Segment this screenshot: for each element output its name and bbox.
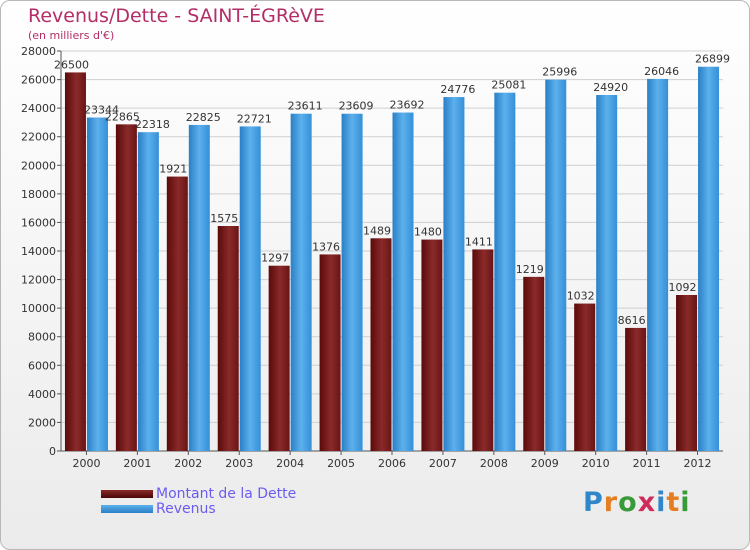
data-label-revenus: 24920: [593, 81, 628, 94]
legend-swatch-debt: [101, 490, 153, 498]
bar-revenus: [137, 132, 159, 451]
x-tick-label: 2004: [276, 457, 304, 470]
data-label-debt: 1032: [567, 290, 595, 303]
data-label-debt: 1092: [669, 281, 697, 294]
x-tick-label: 2003: [225, 457, 253, 470]
logo-letter: r: [603, 487, 619, 518]
legend-item-debt: Montant de la Dette: [101, 487, 361, 502]
data-label-debt: 1480: [414, 226, 442, 239]
data-label-debt: 1575: [210, 212, 238, 225]
data-label-debt: 1921: [159, 163, 187, 176]
y-tick-label: 16000: [21, 216, 56, 229]
bar-revenus: [443, 97, 465, 452]
x-tick-label: 2000: [72, 457, 100, 470]
x-tick-label: 2005: [327, 457, 355, 470]
chart-title: Revenus/Dette - SAINT-ÉGRèVE: [28, 5, 325, 27]
data-label-revenus: 22825: [186, 111, 221, 124]
y-tick-label: 22000: [21, 131, 56, 144]
data-label-debt: 1489: [363, 224, 391, 237]
data-label-debt: 1411: [465, 235, 493, 248]
bar-revenus: [188, 124, 210, 451]
data-label-revenus: 26046: [644, 65, 679, 78]
bar-revenus: [341, 113, 363, 451]
proxiti-logo: Proxiti: [583, 487, 691, 518]
data-label-debt: 26500: [54, 58, 89, 71]
x-tick-label: 2012: [684, 457, 712, 470]
logo-letter: P: [583, 487, 604, 518]
x-tick-label: 2009: [531, 457, 559, 470]
x-tick-label: 2007: [429, 457, 457, 470]
bar-debt: [472, 249, 494, 451]
data-label-revenus: 22318: [135, 118, 170, 131]
x-tick-label: 2010: [582, 457, 610, 470]
data-label-revenus: 23344: [84, 104, 119, 117]
bar-revenus: [392, 112, 414, 452]
legend-swatch-revenus: [101, 505, 153, 513]
y-tick-label: 6000: [28, 359, 56, 372]
data-label-revenus: 25996: [542, 66, 577, 79]
y-tick-label: 14000: [21, 245, 56, 258]
y-tick-label: 28000: [21, 45, 56, 58]
bar-revenus: [596, 95, 618, 451]
y-tick-label: 4000: [28, 388, 56, 401]
x-tick-label: 2011: [633, 457, 661, 470]
data-label-debt: 1376: [312, 240, 340, 253]
data-label-revenus: 23692: [390, 99, 425, 112]
bar-debt: [115, 124, 137, 451]
x-tick-label: 2006: [378, 457, 406, 470]
bar-revenus: [545, 79, 567, 451]
y-tick-label: 18000: [21, 188, 56, 201]
bar-debt: [676, 295, 698, 451]
legend-label-revenus: Revenus: [156, 501, 216, 517]
y-tick-label: 2000: [28, 416, 56, 429]
bar-debt: [217, 226, 239, 451]
logo-letter: o: [618, 487, 638, 518]
logo-letter: t: [666, 487, 681, 518]
data-label-debt: 22865: [105, 110, 140, 123]
chart-legend: Montant de la Dette Revenus: [101, 487, 361, 517]
y-tick-label: 26000: [21, 74, 56, 87]
x-tick-label: 2008: [480, 457, 508, 470]
bar-debt: [319, 254, 341, 451]
data-label-revenus: 24776: [440, 83, 475, 96]
chart-subtitle: (en milliers d'€): [28, 29, 115, 42]
y-tick-label: 10000: [21, 302, 56, 315]
bar-debt: [166, 176, 188, 452]
bar-revenus: [494, 92, 516, 451]
bar-debt: [523, 276, 545, 451]
data-label-debt: 1219: [516, 263, 544, 276]
data-label-revenus: 26899: [695, 53, 730, 66]
data-label-revenus: 22721: [237, 112, 272, 125]
bar-debt: [421, 239, 443, 451]
y-tick-label: 12000: [21, 274, 56, 287]
bar-revenus: [290, 113, 312, 451]
logo-letter: i: [656, 487, 667, 518]
bar-debt: [625, 327, 647, 451]
y-tick-label: 20000: [21, 159, 56, 172]
bar-debt: [370, 238, 392, 451]
data-label-revenus: 25081: [491, 79, 526, 92]
data-label-revenus: 23609: [339, 100, 374, 113]
bar-revenus: [86, 117, 108, 451]
bar-revenus: [698, 66, 720, 451]
legend-label-debt: Montant de la Dette: [156, 486, 297, 502]
x-tick-label: 2001: [123, 457, 151, 470]
logo-letter: i: [680, 487, 691, 518]
bar-revenus: [239, 126, 261, 452]
x-tick-label: 2002: [174, 457, 202, 470]
bar-revenus: [647, 78, 669, 452]
logo-letter: x: [637, 487, 657, 518]
data-label-debt: 8616: [618, 314, 646, 327]
data-label-revenus: 23611: [288, 100, 323, 113]
bar-debt: [574, 303, 596, 451]
bar-debt: [268, 265, 290, 451]
y-tick-label: 24000: [21, 102, 56, 115]
y-tick-label: 8000: [28, 331, 56, 344]
data-label-debt: 1297: [261, 252, 289, 265]
y-tick-label: 0: [49, 445, 56, 458]
bar-debt: [64, 72, 86, 451]
legend-item-revenus: Revenus: [101, 502, 361, 517]
